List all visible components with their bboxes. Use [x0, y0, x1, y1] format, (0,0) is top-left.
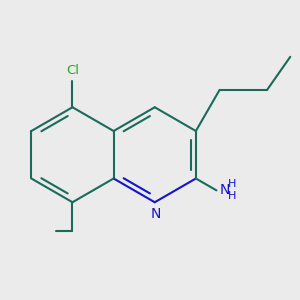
Text: Cl: Cl [66, 64, 79, 77]
Text: N: N [151, 208, 161, 221]
Text: N: N [219, 183, 230, 197]
Text: H: H [228, 179, 237, 189]
Text: H: H [228, 191, 237, 201]
